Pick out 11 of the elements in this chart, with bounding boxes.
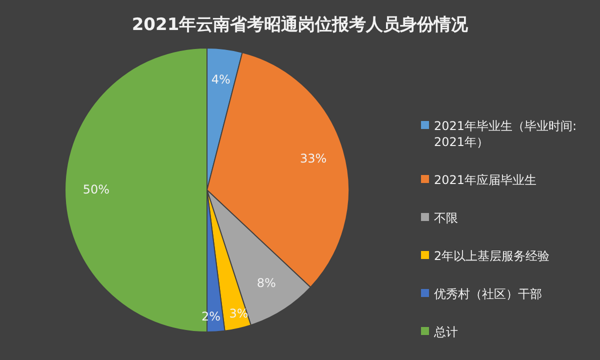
legend-label: 2年以上基层服务经验 bbox=[434, 249, 550, 263]
legend-label: 2021年毕业生（毕业时间:2021年） bbox=[434, 119, 577, 149]
legend-label: 不限 bbox=[434, 211, 458, 225]
data-label: 33% bbox=[300, 151, 327, 166]
legend-label: 总计 bbox=[433, 325, 458, 339]
legend-label: 优秀村（社区）干部 bbox=[434, 287, 542, 301]
legend-label: 2021年应届毕业生 bbox=[434, 173, 537, 187]
data-label: 50% bbox=[82, 182, 110, 196]
data-label: 4% bbox=[211, 72, 230, 86]
data-label: 8% bbox=[256, 276, 276, 290]
chart-title: 2021年云南省考昭通岗位报考人员身份情况 bbox=[132, 15, 470, 35]
